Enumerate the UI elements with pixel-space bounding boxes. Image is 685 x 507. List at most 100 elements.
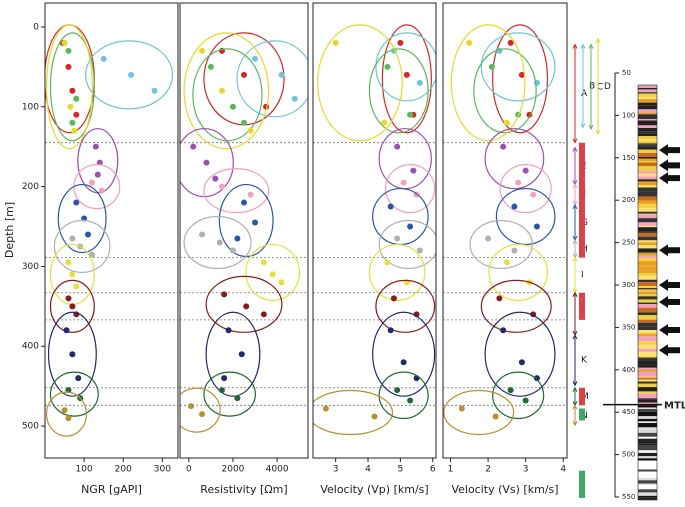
x-tick-label: 200 [115, 465, 132, 475]
data-point [229, 247, 236, 254]
lithology-layer [638, 348, 657, 352]
lithology-layer [638, 133, 657, 137]
lithology-layer [638, 377, 657, 380]
cluster-ellipse [450, 24, 526, 142]
lithology-layer [638, 219, 657, 223]
lithology-layer [638, 158, 657, 162]
data-point [234, 235, 241, 242]
data-point [533, 375, 540, 382]
lithology-layer [638, 471, 657, 474]
lithology-layer [638, 473, 657, 478]
plot-area [45, 24, 178, 437]
y-tick-label: 500 [22, 422, 39, 432]
lithology-layer [638, 102, 657, 106]
cluster-ellipse [236, 40, 308, 118]
x-tick-label: 4 [365, 465, 371, 475]
lithology-layer [638, 319, 657, 323]
data-point [416, 79, 423, 86]
data-point [61, 407, 68, 414]
data-point [269, 271, 276, 278]
plot-content [443, 24, 567, 436]
data-point [252, 55, 259, 62]
bracket-arrow [572, 333, 578, 387]
lithology-layer [638, 112, 657, 115]
lithology-layer [638, 289, 657, 291]
x-axis-label: Resistivity [Ωm] [200, 483, 287, 496]
cluster-ellipse [385, 164, 436, 214]
cluster-ellipse [180, 128, 234, 198]
cluster-ellipse [495, 187, 556, 246]
lithology-layer [638, 143, 657, 145]
data-point [190, 143, 197, 150]
lithology-layer [638, 207, 657, 212]
lithology-layer [638, 290, 657, 293]
lithology-layer [638, 200, 657, 204]
data-point [73, 111, 80, 118]
lithology-layer [638, 367, 657, 370]
x-tick-label: 1 [448, 465, 454, 475]
data-point [69, 271, 76, 278]
cluster-ellipse [443, 389, 515, 436]
zone-label: A [581, 89, 588, 99]
lithology-layer [638, 272, 657, 276]
bracket-arrow [595, 37, 601, 136]
data-point [234, 395, 241, 402]
data-point [216, 239, 223, 246]
x-tick-label: 3 [523, 465, 529, 475]
lithology-layer [638, 483, 657, 486]
x-tick-label: 4000 [266, 465, 289, 475]
cluster-ellipse [205, 275, 283, 333]
cluster-ellipse [378, 371, 429, 420]
data-point [241, 199, 247, 206]
arrow [659, 344, 680, 357]
lithology-layer [638, 211, 657, 214]
lithology-layer [638, 105, 657, 110]
lithology-layer [638, 243, 657, 246]
lithology-layer [638, 276, 657, 280]
arrow [659, 295, 680, 308]
data-point [413, 311, 420, 318]
data-point [212, 175, 219, 182]
lith-tick-label: 350 [622, 323, 635, 331]
cluster-ellipse [484, 311, 556, 397]
plot-area [443, 24, 567, 436]
lithology-layer [638, 222, 657, 226]
data-point [416, 247, 423, 254]
lithology-layer [638, 218, 657, 220]
data-point [488, 63, 495, 70]
x-tick-label: 5 [398, 465, 404, 475]
lithology-layer [638, 450, 657, 452]
data-point [407, 111, 414, 118]
lithology-layer [638, 85, 657, 88]
lithology-layer [638, 156, 657, 159]
y-axis-label: Depth [m] [3, 202, 16, 258]
cluster-ellipse [499, 164, 552, 214]
lithology-layer [638, 266, 657, 271]
lithology-layer [638, 144, 657, 147]
data-point [221, 291, 228, 298]
x-tick-label: 3 [333, 465, 339, 475]
cluster-ellipse [313, 389, 394, 436]
data-point [75, 375, 82, 382]
data-point [73, 283, 80, 290]
lithology-layer [638, 418, 657, 422]
lithology-layer [638, 166, 657, 172]
lithology-layer [638, 161, 657, 163]
lithology-layer [638, 149, 657, 153]
interval-bar [579, 387, 585, 406]
lithology-layer [638, 227, 657, 232]
plot-content [180, 32, 308, 433]
data-point [332, 39, 339, 46]
arrow [659, 244, 680, 257]
lithology-layer [638, 383, 657, 388]
bracket-arrow [572, 404, 578, 427]
x-axis-label: Velocity (Vs) [km/s] [451, 483, 558, 496]
lithology-layer [638, 245, 657, 249]
lithology-layer [638, 89, 657, 93]
arrow [659, 144, 680, 157]
lith-tick-label: 300 [622, 281, 635, 289]
data-point [225, 327, 232, 334]
data-point [65, 63, 72, 70]
data-point [496, 295, 503, 302]
lithology-layer [638, 360, 657, 365]
